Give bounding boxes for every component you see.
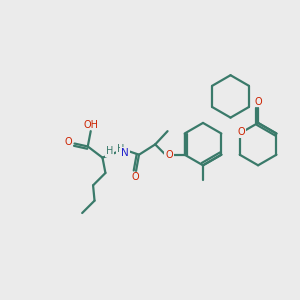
Text: N: N bbox=[121, 148, 129, 158]
Text: O: O bbox=[254, 97, 262, 107]
Text: O: O bbox=[132, 172, 139, 182]
Text: H: H bbox=[106, 146, 113, 156]
Text: O: O bbox=[64, 137, 72, 147]
Text: H: H bbox=[117, 144, 124, 154]
Text: O: O bbox=[237, 127, 245, 137]
Text: O: O bbox=[165, 150, 173, 160]
Text: OH: OH bbox=[84, 120, 99, 130]
